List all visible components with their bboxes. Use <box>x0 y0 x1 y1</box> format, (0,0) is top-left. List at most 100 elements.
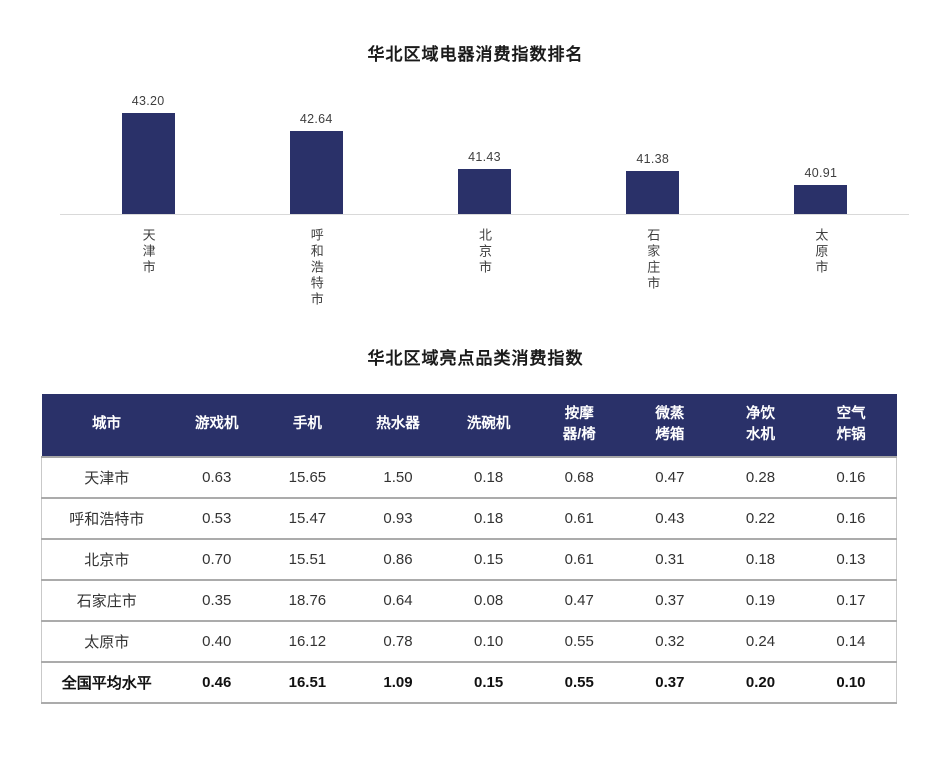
value-cell: 18.76 <box>262 580 353 622</box>
value-cell: 0.43 <box>624 498 716 540</box>
category-axis: 天津市 呼和浩特市 北京市 石家庄市 太原市 <box>64 215 905 308</box>
value-cell: 0.61 <box>533 498 625 540</box>
value-cell: 0.64 <box>352 580 444 622</box>
column-header: 热水器 <box>352 394 444 458</box>
value-cell: 16.12 <box>262 621 353 663</box>
value-cell: 0.13 <box>805 539 897 581</box>
value-cell: 0.17 <box>805 580 897 622</box>
value-cell: 0.46 <box>171 661 263 704</box>
value-cell: 0.63 <box>171 457 263 499</box>
bar <box>289 130 343 214</box>
value-cell: 0.18 <box>443 498 534 540</box>
value-cell: 0.37 <box>624 580 716 622</box>
bar-value-label: 42.64 <box>299 111 333 126</box>
table-row: 石家庄市 0.35 18.76 0.64 0.08 0.47 0.37 0.19 0.17 <box>41 580 897 622</box>
category-cell: 北京市 <box>400 215 568 276</box>
value-cell: 0.15 <box>443 661 534 704</box>
value-cell: 0.78 <box>352 621 444 663</box>
value-cell: 0.93 <box>352 498 444 540</box>
category-cell: 太原市 <box>737 215 905 276</box>
value-cell: 0.14 <box>805 621 897 663</box>
value-cell: 0.68 <box>533 457 625 499</box>
category-label: 太原市 <box>813 228 829 276</box>
value-cell: 0.08 <box>443 580 534 622</box>
value-cell: 0.53 <box>171 498 263 540</box>
column-header: 游戏机 <box>171 394 263 458</box>
column-header: 手机 <box>262 394 353 458</box>
table-header-row: 城市 游戏机 手机 热水器 洗碗机 按摩 器/椅 微蒸 烤箱 净饮 水机 空气 炸锅 <box>41 394 897 458</box>
value-cell: 0.47 <box>624 457 716 499</box>
national-average-row: 全国平均水平 0.46 16.51 1.09 0.15 0.55 0.37 0.20 0.10 <box>41 661 897 704</box>
value-cell: 0.24 <box>715 621 806 663</box>
bar <box>121 113 175 214</box>
value-cell: 16.51 <box>262 661 353 704</box>
value-cell: 0.47 <box>533 580 625 622</box>
value-cell: 0.61 <box>533 539 625 581</box>
bar <box>458 169 511 214</box>
column-header: 微蒸 烤箱 <box>624 394 716 458</box>
value-cell: 15.47 <box>262 498 353 540</box>
value-cell: 0.32 <box>624 621 716 663</box>
bar <box>794 185 848 214</box>
column-header: 净饮 水机 <box>715 394 806 458</box>
bar-column: 40.91 <box>737 166 905 214</box>
category-cell: 天津市 <box>64 215 232 276</box>
bar-column: 41.38 <box>569 152 737 214</box>
column-header: 洗碗机 <box>443 394 534 458</box>
column-header: 城市 <box>41 394 172 458</box>
value-cell: 0.16 <box>805 457 897 499</box>
column-header: 空气 炸锅 <box>805 394 897 458</box>
value-cell: 0.18 <box>715 539 806 581</box>
category-label: 天津市 <box>140 228 156 276</box>
table-row: 北京市 0.70 15.51 0.86 0.15 0.61 0.31 0.18 0.13 <box>41 539 897 581</box>
city-cell: 太原市 <box>41 621 172 663</box>
category-label: 呼和浩特市 <box>308 228 324 308</box>
value-cell: 0.31 <box>624 539 716 581</box>
value-cell: 1.09 <box>352 661 444 704</box>
city-cell: 石家庄市 <box>41 580 172 622</box>
city-cell: 全国平均水平 <box>41 661 172 704</box>
category-index-table: 城市 游戏机 手机 热水器 洗碗机 按摩 器/椅 微蒸 烤箱 净饮 水机 空气 炸锅 天津市 0.… <box>41 394 897 704</box>
table-row: 太原市 0.40 16.12 0.78 0.10 0.55 0.32 0.24 0.14 <box>41 621 897 663</box>
table-title: 华北区域亮点品类消费指数 <box>367 349 584 368</box>
category-index-table-section: 华北区域亮点品类消费指数 城市 游戏机 手机 热水器 洗碗机 按摩 器/椅 微蒸 烤箱 净饮 … <box>0 344 951 704</box>
value-cell: 0.86 <box>352 539 444 581</box>
chart-title: 华北区域电器消费指数排名 <box>367 45 584 64</box>
bar-value-label: 40.91 <box>804 166 838 181</box>
value-cell: 0.18 <box>443 457 534 499</box>
value-cell: 0.22 <box>715 498 806 540</box>
value-cell: 0.37 <box>624 661 716 704</box>
value-cell: 0.10 <box>805 661 897 704</box>
city-cell: 呼和浩特市 <box>41 498 172 540</box>
value-cell: 0.28 <box>715 457 806 499</box>
bar-value-label: 41.43 <box>468 150 501 164</box>
value-cell: 0.19 <box>715 580 806 622</box>
value-cell: 1.50 <box>352 457 444 499</box>
bar-column: 43.20 <box>64 94 232 214</box>
value-cell: 0.40 <box>171 621 263 663</box>
value-cell: 15.51 <box>262 539 353 581</box>
value-cell: 0.55 <box>533 621 625 663</box>
column-header: 按摩 器/椅 <box>533 394 625 458</box>
value-cell: 0.35 <box>171 580 263 622</box>
category-cell: 呼和浩特市 <box>232 215 400 308</box>
chart-plot-area: 43.20 42.64 41.43 41.38 40.91 天津市 呼和浩特市 北京市 石家庄… <box>60 91 909 308</box>
city-cell: 天津市 <box>41 457 172 499</box>
value-cell: 0.55 <box>533 661 625 704</box>
category-label: 北京市 <box>477 228 492 276</box>
value-cell: 0.70 <box>171 539 263 581</box>
category-cell: 石家庄市 <box>569 215 737 292</box>
value-cell: 0.15 <box>443 539 534 581</box>
value-cell: 0.20 <box>715 661 806 704</box>
consumption-index-bar-chart: 华北区域电器消费指数排名 43.20 42.64 41.43 41.38 40.91 天… <box>0 0 951 308</box>
bar-value-label: 43.20 <box>131 94 165 109</box>
city-cell: 北京市 <box>41 539 172 581</box>
bars-row: 43.20 42.64 41.43 41.38 40.91 <box>64 91 905 214</box>
bar-column: 42.64 <box>232 112 400 214</box>
table-row: 天津市 0.63 15.65 1.50 0.18 0.68 0.47 0.28 0.16 <box>41 457 897 499</box>
bar <box>626 170 680 214</box>
x-axis-line <box>60 214 909 215</box>
value-cell: 0.10 <box>443 621 534 663</box>
table-row: 呼和浩特市 0.53 15.47 0.93 0.18 0.61 0.43 0.22 0.16 <box>41 498 897 540</box>
value-cell: 0.16 <box>805 498 897 540</box>
